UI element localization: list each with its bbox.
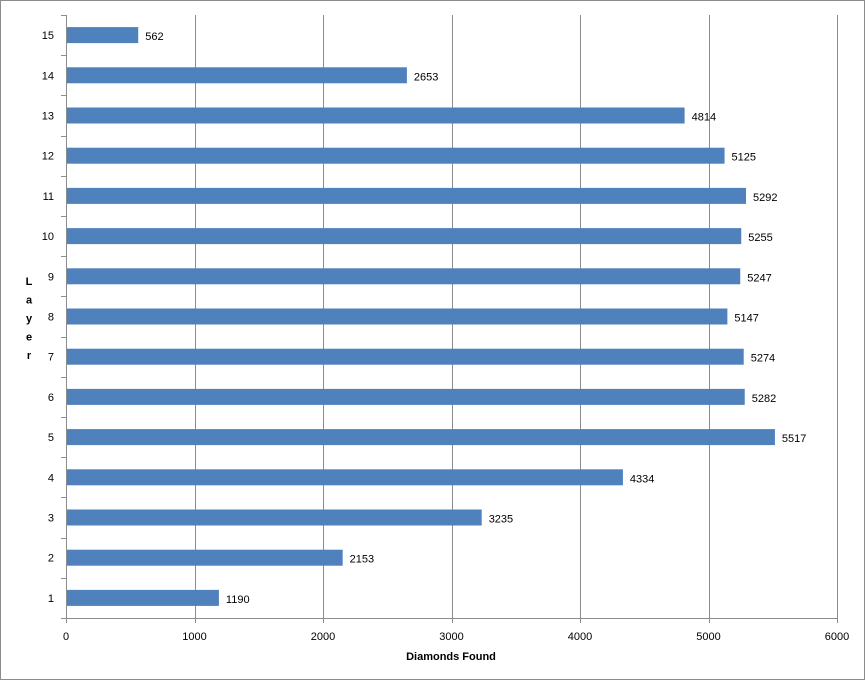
- bar: [67, 27, 139, 44]
- x-tick-label: 4000: [568, 631, 592, 643]
- x-tick-label: 1000: [182, 631, 206, 643]
- x-tick-label: 2000: [311, 631, 335, 643]
- x-tick-label: 5000: [696, 631, 720, 643]
- y-axis-title-letter: y: [26, 313, 33, 325]
- y-tick-label: 14: [42, 70, 54, 82]
- data-label: 5282: [752, 393, 776, 405]
- y-axis-title-letter: a: [26, 295, 33, 307]
- bar: [67, 469, 623, 486]
- data-label: 5255: [748, 232, 772, 244]
- bar: [67, 509, 482, 526]
- y-tick-label: 5: [48, 432, 54, 444]
- y-tick-label: 2: [48, 553, 54, 565]
- bar: [67, 549, 343, 566]
- y-axis-title-letter: e: [26, 332, 32, 344]
- data-label: 5274: [751, 353, 775, 365]
- bar: [67, 268, 741, 285]
- data-label: 5147: [734, 313, 758, 325]
- bar: [67, 429, 775, 446]
- x-tick-label: 6000: [825, 631, 849, 643]
- y-tick-label: 8: [48, 312, 54, 324]
- data-label: 2653: [414, 71, 438, 83]
- y-tick-label: 15: [42, 30, 54, 42]
- data-label: 562: [145, 31, 163, 43]
- y-tick-label: 7: [48, 352, 54, 364]
- y-tick-label: 13: [42, 111, 54, 123]
- x-axis-title: Diamonds Found: [406, 651, 496, 663]
- y-tick-label: 11: [43, 191, 54, 203]
- x-tick-label: 0: [63, 631, 69, 643]
- bar: [67, 388, 745, 405]
- data-label: 5292: [753, 192, 777, 204]
- bar-series: [67, 27, 775, 606]
- y-tick-label: 6: [48, 392, 54, 404]
- x-tick-label: 3000: [439, 631, 463, 643]
- bar: [67, 187, 747, 204]
- y-tick-label: 1: [48, 593, 54, 605]
- bar: [67, 107, 685, 124]
- bar: [67, 67, 407, 84]
- bar: [67, 348, 744, 365]
- data-label: 4814: [692, 112, 716, 124]
- y-axis-title-letter: L: [26, 276, 33, 288]
- data-label: 4334: [630, 473, 654, 485]
- axes: 0 1000 2000 3000 4000 5000 6000123456789101112…: [42, 15, 849, 643]
- bar: [67, 228, 742, 245]
- y-tick-label: 9: [48, 271, 54, 283]
- bar: [67, 147, 725, 164]
- data-label: 5247: [747, 272, 771, 284]
- data-label: 2153: [350, 554, 374, 566]
- y-axis-title-letter: r: [27, 350, 32, 362]
- bar: [67, 308, 728, 325]
- data-labels: 1190 2153 3235 4334 5517 5282 5274 5147 5247 5255…: [145, 31, 806, 606]
- y-tick-label: 12: [42, 151, 54, 163]
- y-tick-label: 10: [42, 231, 54, 243]
- data-label: 1190: [226, 594, 250, 606]
- data-label: 5125: [732, 152, 756, 164]
- bar: [67, 589, 219, 606]
- y-tick-label: 3: [48, 513, 54, 525]
- data-label: 3235: [489, 514, 513, 526]
- data-label: 5517: [782, 433, 806, 445]
- y-tick-label: 4: [48, 472, 54, 484]
